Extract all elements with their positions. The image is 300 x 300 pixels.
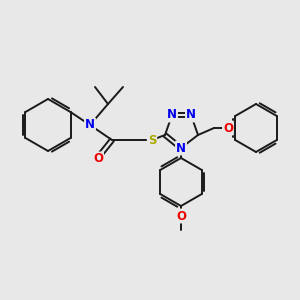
Text: N: N	[186, 109, 196, 122]
Text: S: S	[148, 134, 156, 146]
Text: N: N	[85, 118, 95, 131]
Text: N: N	[167, 109, 177, 122]
Text: N: N	[176, 142, 186, 154]
Text: O: O	[176, 209, 186, 223]
Text: O: O	[223, 122, 233, 134]
Text: O: O	[93, 152, 103, 166]
